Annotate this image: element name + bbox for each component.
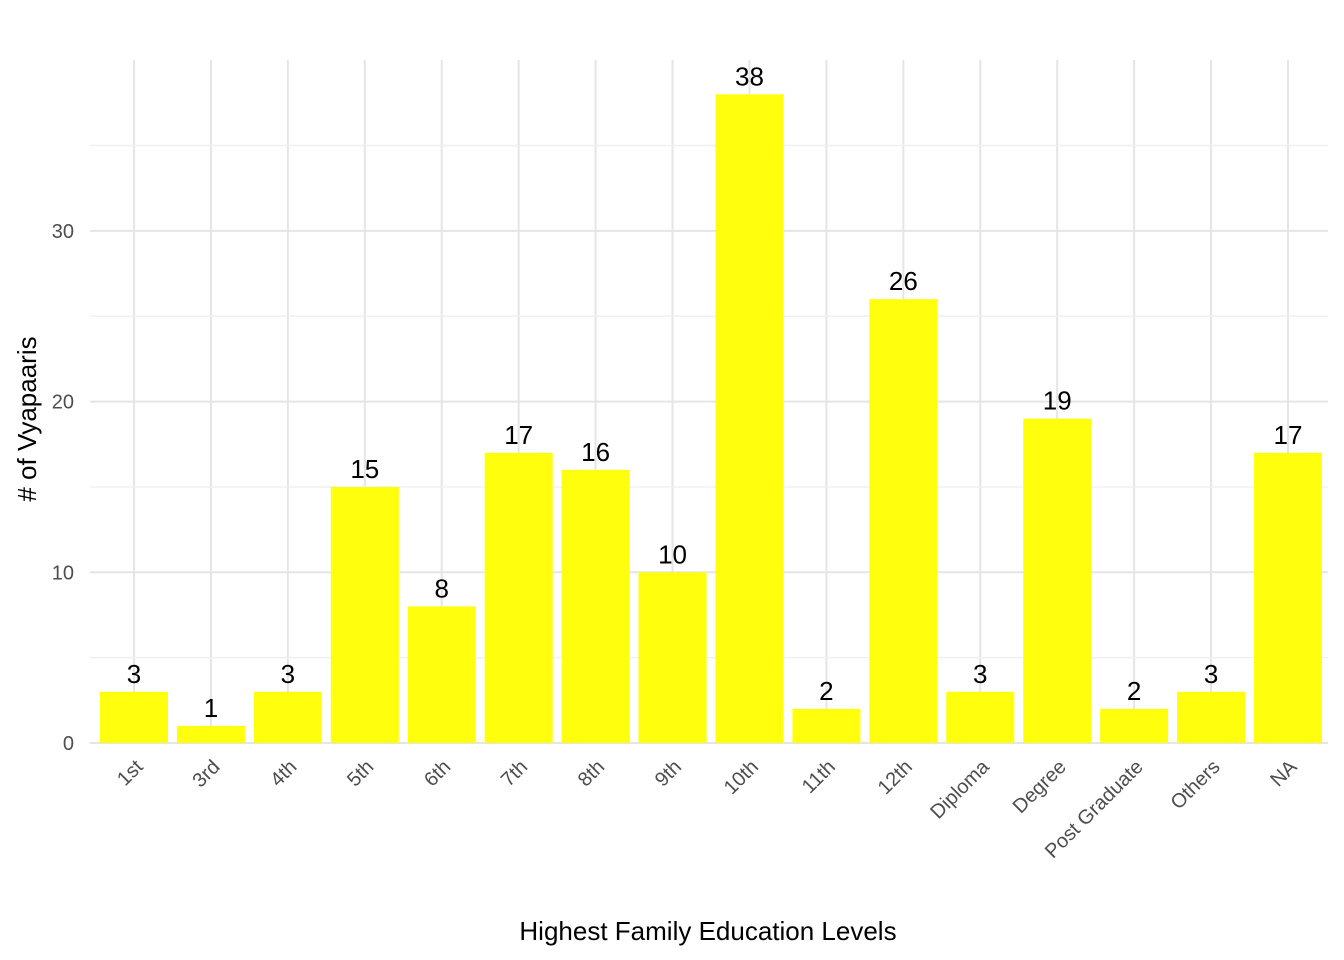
x-tick-label: 10th — [720, 756, 763, 799]
x-axis-ticks: 1st 3rd 4th 5th 6th 7th 8th 9th 10th 11th 12th Dipl… — [113, 755, 1302, 862]
bar-9th — [638, 572, 707, 743]
data-label: 16 — [581, 437, 610, 467]
bar-6th — [407, 606, 476, 743]
bar-3rd — [176, 725, 245, 743]
y-axis-ticks: 0 10 20 30 — [52, 221, 74, 755]
bar-diploma — [946, 691, 1015, 743]
x-tick-label: 6th — [420, 756, 455, 791]
data-label: 38 — [735, 61, 764, 91]
x-tick-label: 12th — [874, 756, 917, 799]
data-label: 2 — [1127, 676, 1141, 706]
data-label: 1 — [204, 693, 218, 723]
bar-5th — [330, 486, 399, 743]
bar-post-graduate — [1100, 708, 1169, 743]
y-tick-label: 0 — [63, 733, 74, 755]
data-label: 26 — [889, 266, 918, 296]
bar-10th — [715, 94, 784, 744]
data-label: 19 — [1043, 386, 1072, 416]
y-axis-title: # of Vyapaaris — [12, 336, 42, 501]
x-tick-label: 5th — [343, 756, 378, 791]
x-tick-label: 11th — [798, 756, 840, 798]
x-tick-label: Others — [1167, 756, 1225, 814]
bar-na — [1254, 452, 1322, 743]
data-labels-layer: 3 1 3 15 8 17 16 10 38 2 26 3 19 2 3 17 — [127, 61, 1303, 723]
x-tick-label: 9th — [651, 756, 686, 791]
bars-layer — [100, 94, 1322, 744]
data-label: 17 — [1274, 420, 1303, 450]
data-label: 17 — [504, 420, 533, 450]
bar-12th — [869, 299, 938, 743]
x-tick-label: 8th — [574, 756, 609, 791]
grid-layer — [90, 60, 1328, 744]
data-label: 3 — [973, 659, 987, 689]
bar-8th — [561, 469, 630, 743]
data-label: 15 — [350, 454, 379, 484]
bar-degree — [1023, 418, 1092, 743]
y-tick-label: 30 — [52, 221, 74, 243]
data-label: 10 — [658, 539, 687, 569]
data-label: 8 — [434, 573, 448, 603]
bar-others — [1177, 691, 1246, 743]
y-tick-label: 10 — [52, 562, 74, 584]
data-label: 2 — [819, 676, 833, 706]
bar-1st — [100, 691, 168, 743]
x-tick-label: Diploma — [926, 755, 994, 823]
x-tick-label: 1st — [113, 756, 148, 791]
bar-4th — [253, 691, 322, 743]
x-tick-label: 7th — [497, 756, 532, 791]
data-label: 3 — [281, 659, 295, 689]
data-label: 3 — [1204, 659, 1218, 689]
x-tick-label: NA — [1266, 756, 1302, 792]
x-tick-label: 4th — [266, 756, 301, 791]
data-label: 3 — [127, 659, 141, 689]
x-tick-label: 3rd — [188, 756, 224, 792]
x-axis-title: Highest Family Education Levels — [519, 916, 896, 946]
bar-11th — [792, 708, 861, 743]
bar-7th — [484, 452, 553, 743]
x-tick-label: Degree — [1009, 756, 1071, 818]
y-tick-label: 20 — [52, 392, 74, 414]
